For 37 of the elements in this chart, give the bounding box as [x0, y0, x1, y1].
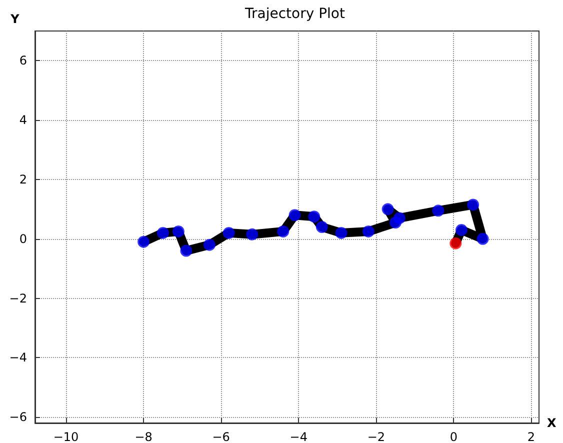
y-tick-label: −2 — [9, 291, 27, 306]
x-tick-label: −6 — [212, 430, 230, 443]
y-tick-label: 0 — [19, 232, 27, 246]
y-tick-label: −4 — [9, 350, 27, 365]
x-tick-label: −8 — [134, 430, 152, 443]
point — [138, 236, 150, 248]
y-tick-label: −6 — [9, 410, 27, 424]
x-tick-label: −2 — [367, 430, 386, 443]
y-tick-label: 4 — [19, 113, 27, 128]
y-tick-label: 6 — [19, 54, 27, 68]
point — [390, 216, 402, 229]
point — [382, 203, 394, 216]
point — [277, 225, 290, 238]
y-tick-label: 2 — [19, 172, 27, 186]
point — [362, 225, 374, 238]
point — [316, 221, 328, 233]
x-tick-label: −10 — [53, 430, 79, 443]
point — [467, 198, 480, 211]
point — [308, 210, 320, 223]
point — [288, 209, 301, 222]
x-tick-label: −4 — [290, 430, 308, 443]
x-tick-label: 0 — [450, 430, 458, 443]
point — [222, 226, 235, 239]
point — [335, 226, 348, 239]
chart-title: Trajectory Plot — [244, 6, 346, 22]
point — [156, 226, 169, 239]
y-axis-title: Y — [10, 12, 20, 26]
point — [450, 237, 462, 250]
point — [203, 238, 216, 251]
x-tick-label: 2 — [527, 430, 536, 443]
point — [246, 228, 258, 240]
point — [476, 232, 489, 245]
x-axis-title: X — [547, 416, 557, 430]
point — [455, 224, 468, 236]
point — [172, 225, 184, 238]
point — [180, 244, 192, 257]
point — [432, 204, 444, 217]
